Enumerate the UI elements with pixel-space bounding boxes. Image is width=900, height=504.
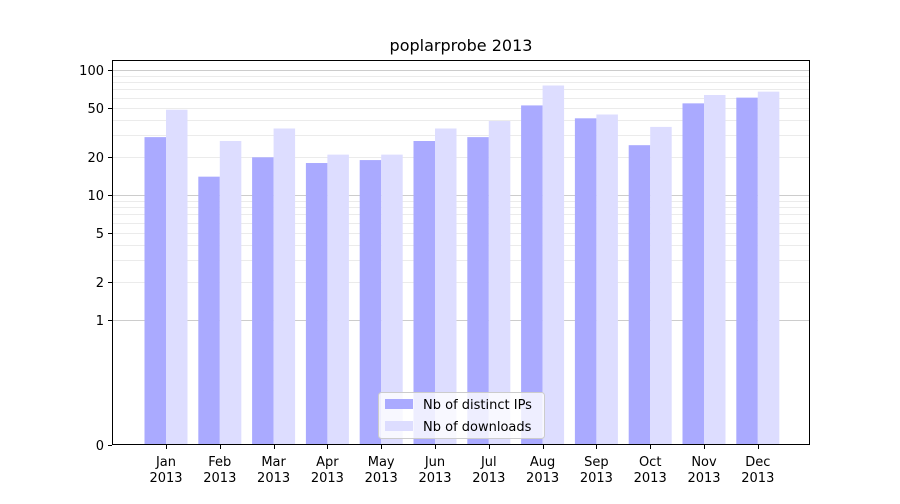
bar-downloads [542, 85, 565, 445]
bar-downloads [704, 94, 726, 446]
bar-downloads [219, 140, 242, 445]
bar-downloads [166, 109, 188, 445]
bar-distinct-ips [574, 118, 597, 445]
x-tick-label: Nov 2013 [687, 455, 720, 486]
x-tick-label: Jul 2013 [472, 455, 505, 486]
y-tick-label: 20 [87, 151, 104, 166]
x-tick-label: Sep 2013 [580, 455, 613, 486]
x-tick-label: May 2013 [365, 455, 398, 486]
bars [144, 85, 780, 446]
bar-distinct-ips [682, 103, 704, 446]
bar-distinct-ips [252, 157, 274, 445]
y-tick-label: 10 [87, 189, 104, 204]
bar-distinct-ips [467, 137, 489, 445]
bar-downloads [757, 91, 780, 445]
bar-downloads [381, 154, 403, 446]
x-tick-label: Mar 2013 [257, 455, 290, 486]
bar-downloads [650, 126, 672, 446]
legend-label: Nb of distinct IPs [423, 398, 532, 413]
x-tick-label: Aug 2013 [526, 455, 559, 486]
x-tick-label: Feb 2013 [203, 455, 236, 486]
legend-swatch [385, 399, 413, 409]
x-tick-label: Dec 2013 [741, 455, 774, 486]
bar-distinct-ips [305, 163, 328, 445]
bar-downloads [273, 128, 296, 445]
y-tick-label: 50 [87, 102, 104, 117]
bar-distinct-ips [521, 105, 543, 446]
x-tick-label: Jun 2013 [418, 455, 451, 486]
plot-frame [112, 60, 810, 445]
x-tick-label: Jan 2013 [149, 455, 182, 486]
x-axis: Jan 2013 Feb 2013 Mar 2013 Apr 2013 May 2013 Jun 20… [149, 445, 774, 486]
bar-downloads [435, 128, 457, 445]
legend-swatch [385, 421, 413, 431]
bar-distinct-ips [144, 137, 166, 445]
y-tick-label: 2 [96, 276, 104, 291]
bar-distinct-ips [736, 97, 758, 445]
y-tick-label: 0 [96, 439, 104, 454]
bar-distinct-ips [628, 145, 651, 445]
legend: Nb of distinct IPs Nb of downloads [378, 392, 545, 439]
bar-downloads [488, 121, 511, 446]
bar-downloads [596, 114, 618, 445]
x-tick-label: Oct 2013 [634, 455, 667, 486]
chart-title: poplarprobe 2013 [390, 36, 533, 55]
bar-distinct-ips [198, 176, 220, 445]
x-tick-label: Apr 2013 [311, 455, 344, 486]
y-tick-label: 100 [79, 64, 104, 79]
y-tick-label: 1 [96, 314, 104, 329]
bar-distinct-ips [413, 140, 435, 445]
bar-distinct-ips [359, 160, 382, 445]
y-tick-label: 5 [96, 227, 104, 242]
bar-downloads [327, 154, 349, 446]
y-axis: 0 1 2 5 10 20 50 100 [79, 64, 112, 454]
legend-box [378, 392, 545, 439]
legend-label: Nb of downloads [423, 420, 532, 435]
